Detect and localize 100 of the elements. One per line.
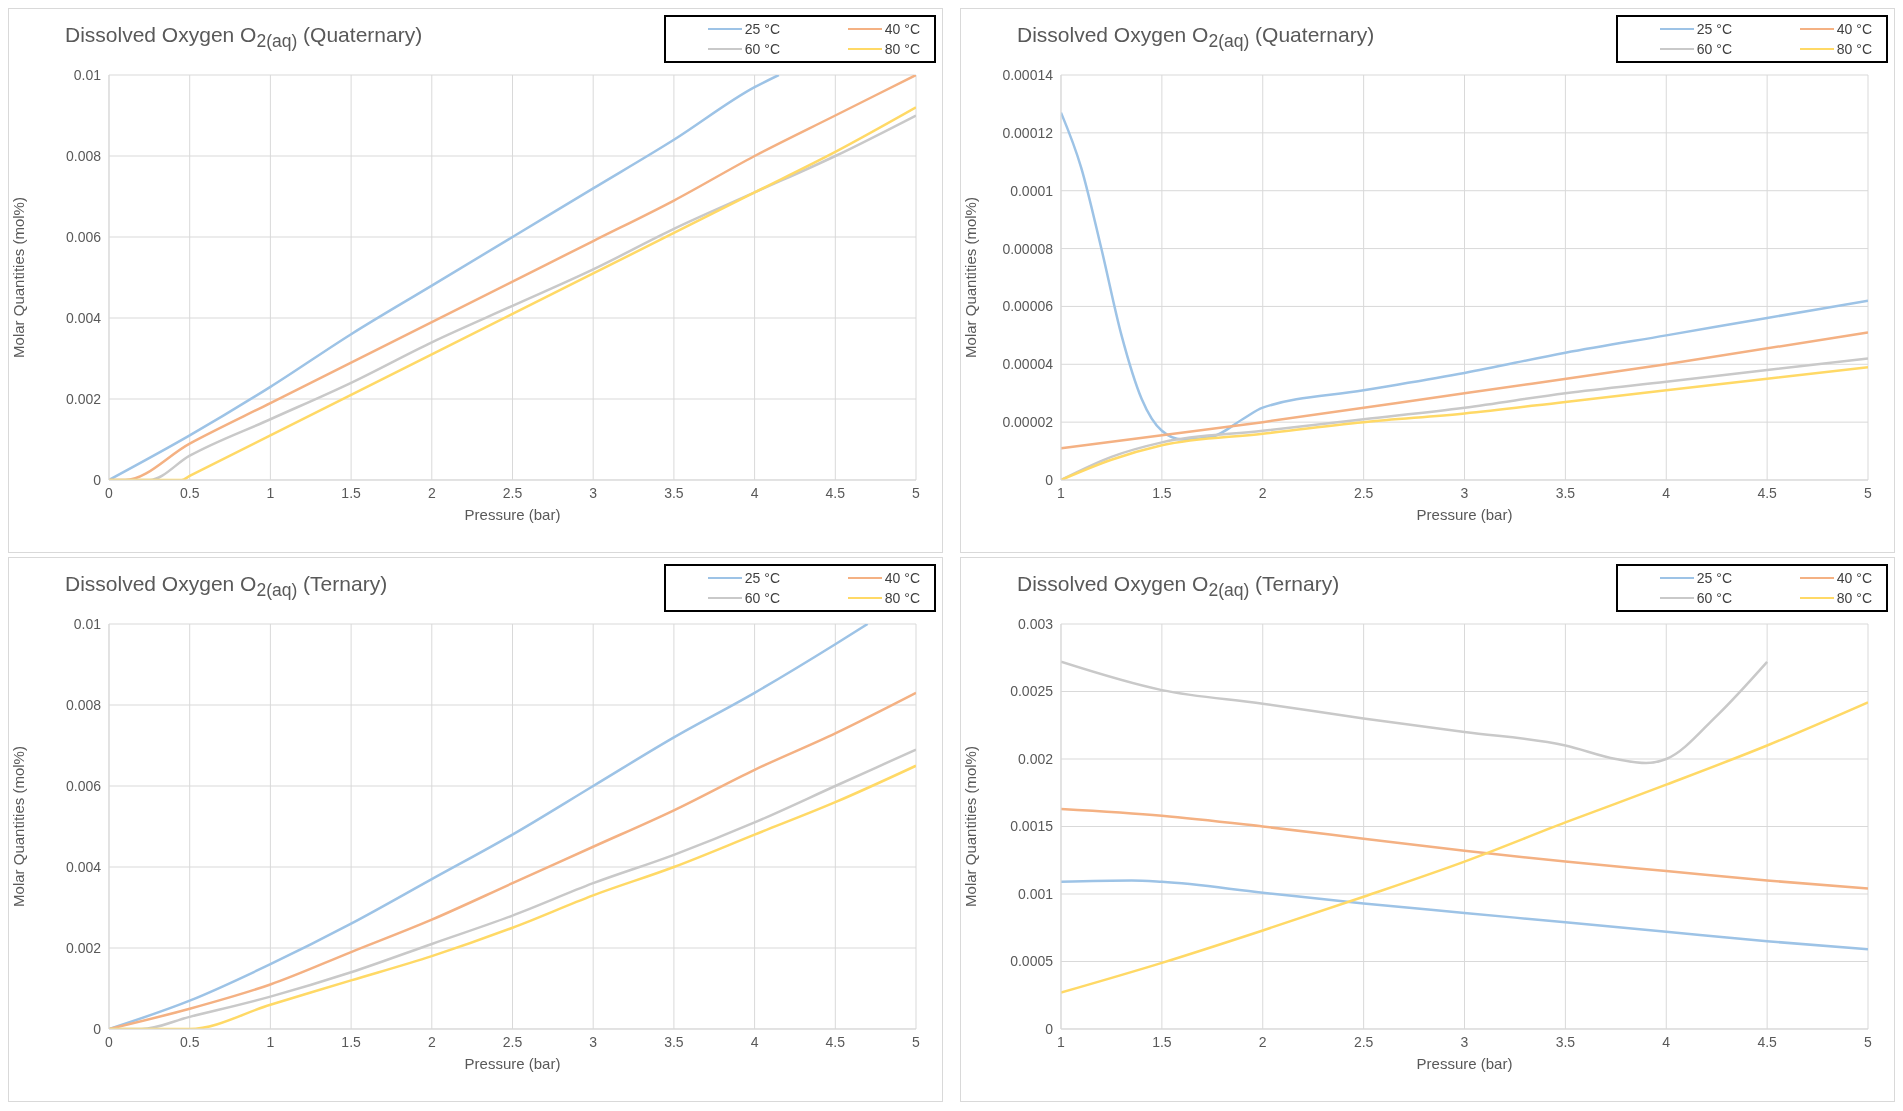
x-tick-label: 3 — [1460, 484, 1469, 501]
x-tick-label: 4 — [1662, 1033, 1671, 1050]
chart-title: Dissolved Oxygen O$_{2(aq)}$ (Ternary) — [1017, 572, 1340, 602]
legend-label: 80 °C — [1836, 590, 1872, 606]
x-tick-label: 4 — [750, 484, 759, 501]
legend-label: 25 °C — [1696, 21, 1732, 37]
y-tick-label: 0.00002 — [1002, 414, 1054, 431]
x-tick-label: 2.5 — [502, 1033, 523, 1050]
y-tick-label: 0.008 — [65, 147, 102, 164]
x-tick-label: 3.5 — [664, 1033, 684, 1050]
chart-title: Dissolved Oxygen O$_{2(aq)}$ (Quaternary) — [65, 23, 423, 53]
chart-title: Dissolved Oxygen O$_{2(aq)}$ (Ternary) — [65, 572, 388, 602]
y-tick-label: 0.002 — [65, 390, 102, 407]
legend-label: 40 °C — [884, 570, 920, 586]
y-axis-title: Molar Quantities (mol%) — [962, 746, 980, 907]
y-tick-label: 0 — [1045, 471, 1054, 488]
x-tick-label: 4 — [750, 1033, 759, 1050]
x-tick-label: 0 — [105, 484, 114, 501]
x-tick-label: 1 — [266, 484, 275, 501]
y-tick-label: 0.006 — [65, 228, 102, 245]
x-tick-label: 4.5 — [1757, 1033, 1778, 1050]
y-axis-title: Molar Quantities (mol%) — [10, 746, 28, 907]
x-tick-label: 2 — [1258, 484, 1267, 501]
x-axis-title: Pressure (bar) — [1416, 1055, 1513, 1072]
legend-label: 60 °C — [1696, 590, 1732, 606]
legend-label: 60 °C — [744, 41, 780, 57]
line-series — [1061, 701, 1868, 994]
y-axis-title: Molar Quantities (mol%) — [10, 197, 28, 358]
y-tick-label: 0 — [93, 1020, 102, 1037]
y-tick-label: 0.00014 — [1002, 66, 1054, 83]
legend-label: 25 °C — [744, 570, 780, 586]
legend-label: 60 °C — [1696, 41, 1732, 57]
y-tick-label: 0.002 — [65, 939, 102, 956]
x-tick-label: 2 — [427, 1033, 436, 1050]
x-axis-title: Pressure (bar) — [464, 1055, 561, 1072]
x-tick-label: 2.5 — [1353, 484, 1374, 501]
y-tick-label: 0 — [1045, 1020, 1054, 1037]
y-tick-label: 0.002 — [1017, 750, 1054, 767]
legend-label: 80 °C — [1836, 41, 1872, 57]
legend-label: 25 °C — [744, 21, 780, 37]
x-tick-label: 4 — [1662, 484, 1671, 501]
x-tick-label: 1.5 — [1152, 484, 1172, 501]
x-tick-label: 1.5 — [341, 484, 362, 501]
y-tick-label: 0.01 — [73, 66, 102, 83]
x-tick-label: 3.5 — [1555, 484, 1576, 501]
line-series — [1061, 879, 1868, 951]
line-series — [1061, 331, 1868, 450]
y-tick-label: 0.0015 — [1010, 818, 1054, 835]
x-tick-label: 4.5 — [825, 1033, 846, 1050]
x-tick-label: 5 — [912, 484, 921, 501]
legend-label: 60 °C — [744, 590, 780, 606]
x-tick-label: 2.5 — [502, 484, 523, 501]
y-tick-label: 0 — [93, 471, 102, 488]
x-tick-label: 0 — [105, 1033, 114, 1050]
y-axis-title: Molar Quantities (mol%) — [962, 197, 980, 358]
y-tick-label: 0.001 — [1017, 885, 1054, 902]
y-tick-label: 0.0025 — [1010, 683, 1054, 700]
x-tick-label: 5 — [1864, 1033, 1873, 1050]
x-tick-label: 3 — [589, 1033, 598, 1050]
y-tick-label: 0.008 — [65, 696, 102, 713]
y-tick-label: 0.00004 — [1002, 356, 1054, 373]
legend-label: 40 °C — [1836, 21, 1872, 37]
y-tick-label: 0.00008 — [1002, 240, 1054, 257]
x-tick-label: 1.5 — [341, 1033, 362, 1050]
legend-label: 25 °C — [1696, 570, 1732, 586]
x-tick-label: 0.5 — [179, 484, 200, 501]
x-tick-label: 0.5 — [179, 1033, 200, 1050]
x-tick-label: 1 — [1057, 484, 1066, 501]
legend-label: 80 °C — [884, 590, 920, 606]
x-tick-label: 2 — [427, 484, 436, 501]
line-series — [1061, 111, 1868, 441]
y-tick-label: 0.01 — [73, 615, 102, 632]
chart-title: Dissolved Oxygen O$_{2(aq)}$ (Quaternary) — [1017, 23, 1375, 53]
x-tick-label: 1.5 — [1152, 1033, 1172, 1050]
x-tick-label: 4.5 — [1757, 484, 1778, 501]
x-tick-label: 5 — [912, 1033, 921, 1050]
legend-label: 40 °C — [884, 21, 920, 37]
x-axis-title: Pressure (bar) — [1416, 506, 1513, 523]
x-tick-label: 3 — [1460, 1033, 1469, 1050]
x-tick-label: 3 — [589, 484, 598, 501]
x-tick-label: 3.5 — [664, 484, 684, 501]
y-tick-label: 0.006 — [65, 777, 102, 794]
x-axis-title: Pressure (bar) — [464, 506, 561, 523]
y-tick-label: 0.0001 — [1010, 182, 1054, 199]
x-tick-label: 4.5 — [825, 484, 846, 501]
legend-label: 40 °C — [1836, 570, 1872, 586]
x-tick-label: 2.5 — [1353, 1033, 1374, 1050]
y-tick-label: 0.00012 — [1002, 124, 1054, 141]
y-tick-label: 0.004 — [65, 858, 102, 875]
y-tick-label: 0.00006 — [1002, 298, 1054, 315]
x-tick-label: 3.5 — [1555, 1033, 1576, 1050]
y-tick-label: 0.004 — [65, 309, 102, 326]
legend-label: 80 °C — [884, 41, 920, 57]
line-series — [1061, 660, 1769, 765]
y-tick-label: 0.0005 — [1010, 953, 1054, 970]
x-tick-label: 2 — [1258, 1033, 1267, 1050]
x-tick-label: 5 — [1864, 484, 1873, 501]
y-tick-label: 0.003 — [1017, 615, 1054, 632]
x-tick-label: 1 — [1057, 1033, 1066, 1050]
x-tick-label: 1 — [266, 1033, 275, 1050]
